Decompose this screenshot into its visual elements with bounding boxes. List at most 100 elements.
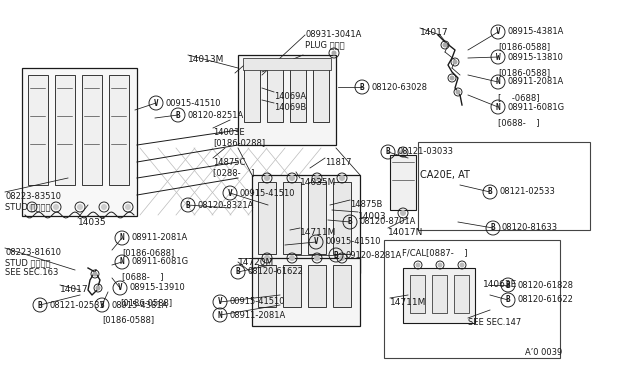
Text: 08120-61828: 08120-61828: [517, 280, 573, 289]
Circle shape: [289, 255, 295, 261]
Text: 08120-8251A: 08120-8251A: [187, 110, 243, 119]
Text: 09120-8281A: 09120-8281A: [345, 250, 401, 260]
Text: 08223-83510: 08223-83510: [5, 192, 61, 201]
Text: [    -0688]: [ -0688]: [498, 93, 540, 102]
Circle shape: [452, 60, 458, 64]
Bar: [243, 58, 331, 70]
Text: 08915-4381A: 08915-4381A: [507, 28, 563, 36]
Text: V: V: [218, 298, 222, 307]
Bar: [384, 240, 560, 358]
Text: 14035: 14035: [78, 218, 107, 227]
Circle shape: [264, 255, 270, 261]
Circle shape: [314, 255, 320, 261]
Text: B: B: [506, 295, 510, 305]
Circle shape: [456, 90, 461, 94]
Bar: [410, 275, 425, 313]
Text: [0688-    ]: [0688- ]: [498, 118, 540, 127]
Text: 00915-41510: 00915-41510: [165, 99, 221, 108]
Text: W: W: [496, 52, 500, 61]
Text: 14711M: 14711M: [300, 228, 337, 237]
Bar: [432, 275, 447, 313]
Text: STUD スタッド: STUD スタッド: [5, 258, 51, 267]
Text: [0186-0288]: [0186-0288]: [213, 138, 265, 147]
Text: STUD スタッド: STUD スタッド: [5, 202, 51, 211]
Text: 08911-6081G: 08911-6081G: [507, 103, 564, 112]
Bar: [290, 62, 306, 122]
Bar: [454, 275, 469, 313]
Text: B: B: [236, 267, 240, 276]
Text: B: B: [360, 83, 364, 92]
Circle shape: [415, 263, 420, 267]
Text: 00915-41510: 00915-41510: [229, 298, 285, 307]
Bar: [390, 155, 416, 210]
Text: V: V: [314, 237, 318, 247]
Text: V: V: [154, 99, 158, 108]
Circle shape: [339, 255, 345, 261]
Bar: [82, 75, 102, 185]
Text: V: V: [100, 301, 104, 310]
Text: 08911-2081A: 08911-2081A: [507, 77, 563, 87]
Text: PLUG プラグ: PLUG プラグ: [305, 40, 344, 49]
Text: V: V: [228, 189, 232, 198]
Bar: [28, 75, 48, 185]
Text: 14875C: 14875C: [213, 158, 245, 167]
Bar: [403, 268, 475, 323]
Bar: [333, 265, 351, 307]
Text: 14003: 14003: [358, 212, 387, 221]
Text: B: B: [348, 218, 352, 227]
Bar: [333, 182, 351, 254]
Text: 08915-4381A: 08915-4381A: [111, 301, 168, 310]
Text: 08120-63028: 08120-63028: [371, 83, 427, 92]
Text: 08915-13910: 08915-13910: [129, 283, 185, 292]
Text: [0288-    ]: [0288- ]: [213, 168, 254, 177]
Text: [0688-    ]: [0688- ]: [122, 272, 163, 281]
Bar: [267, 62, 283, 122]
Text: 14003E: 14003E: [213, 128, 244, 137]
Text: 08120-61622: 08120-61622: [247, 267, 303, 276]
Bar: [418, 142, 590, 230]
Text: 11817: 11817: [325, 158, 351, 167]
Text: 00915-41510: 00915-41510: [239, 189, 294, 198]
Text: 14711M: 14711M: [390, 298, 426, 307]
Circle shape: [29, 204, 35, 210]
Bar: [109, 75, 129, 185]
Bar: [313, 62, 329, 122]
Text: V: V: [118, 283, 122, 292]
Text: 08121-02533: 08121-02533: [499, 187, 555, 196]
Circle shape: [77, 204, 83, 210]
Text: [0186-0688]: [0186-0688]: [122, 248, 174, 257]
Bar: [238, 55, 336, 145]
Text: N: N: [496, 77, 500, 87]
Text: 14069A: 14069A: [274, 92, 306, 101]
Circle shape: [53, 204, 59, 210]
Text: 08911-6081G: 08911-6081G: [131, 257, 188, 266]
Text: N: N: [120, 257, 124, 266]
Bar: [283, 182, 301, 254]
Bar: [308, 265, 326, 307]
Text: 14063E: 14063E: [483, 280, 517, 289]
Text: 08915-13810: 08915-13810: [507, 52, 563, 61]
Text: [0186-0588]: [0186-0588]: [498, 42, 550, 51]
Text: 14875B: 14875B: [350, 200, 382, 209]
Text: A’0 0039: A’0 0039: [525, 348, 563, 357]
Bar: [258, 182, 276, 254]
Text: 08120-81633: 08120-81633: [502, 224, 558, 232]
Circle shape: [95, 285, 100, 291]
Text: 14017N: 14017N: [388, 228, 424, 237]
Text: N: N: [496, 103, 500, 112]
Circle shape: [400, 149, 406, 155]
Text: V: V: [496, 28, 500, 36]
Circle shape: [101, 204, 107, 210]
Circle shape: [264, 175, 270, 181]
Circle shape: [125, 204, 131, 210]
Text: N: N: [218, 311, 222, 320]
Text: 00915-41510: 00915-41510: [325, 237, 381, 247]
Text: SEE SEC.147: SEE SEC.147: [468, 318, 521, 327]
Bar: [252, 258, 360, 326]
Text: 08120-61622: 08120-61622: [517, 295, 573, 305]
Text: F/CAL[0887-    ]: F/CAL[0887- ]: [402, 248, 467, 257]
Text: B: B: [333, 250, 339, 260]
Circle shape: [449, 76, 454, 80]
Text: B: B: [488, 187, 492, 196]
Text: N: N: [120, 234, 124, 243]
